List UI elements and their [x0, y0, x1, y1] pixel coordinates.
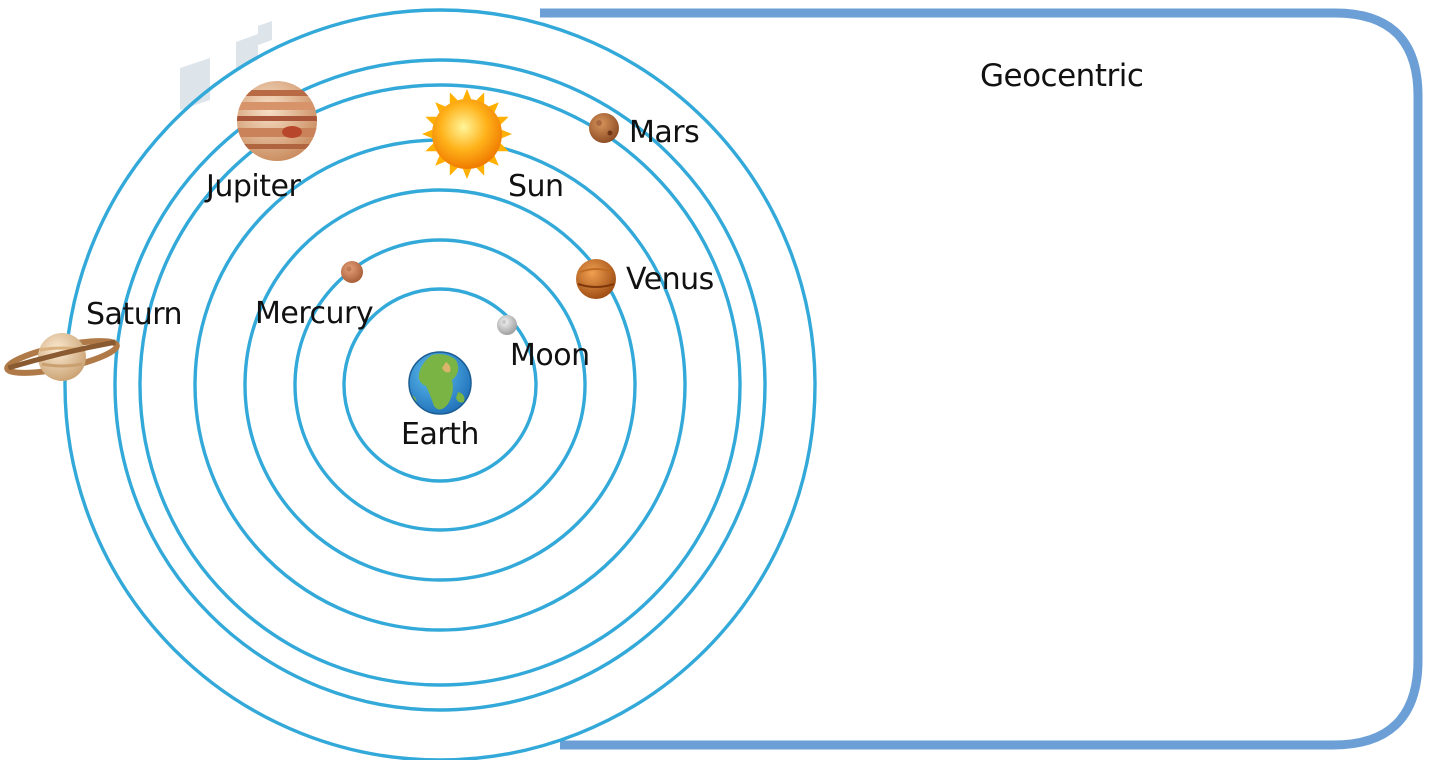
saturn-icon	[4, 333, 120, 381]
sun-ray	[462, 89, 472, 100]
orbit-1	[342, 287, 538, 483]
sun-ray	[462, 168, 472, 179]
sun-ray	[497, 116, 509, 125]
sun-ray	[449, 164, 458, 176]
moon-icon	[497, 315, 517, 335]
sun-icon	[422, 89, 512, 179]
earth-icon	[408, 351, 472, 415]
mercury-icon	[341, 261, 363, 283]
orbit-2	[293, 238, 587, 532]
sun-ray	[425, 143, 437, 152]
label-venus: Venus	[626, 262, 714, 297]
label-sun: Sun	[508, 169, 564, 204]
sun-ray	[476, 92, 485, 104]
label-mercury: Mercury	[255, 296, 373, 331]
label-mars: Mars	[629, 115, 699, 150]
jupiter-icon	[237, 81, 317, 161]
sun-ray	[488, 102, 499, 113]
sun-ray	[449, 92, 458, 104]
sun-ray	[435, 155, 446, 166]
orbit-3	[243, 188, 637, 582]
orbit-7	[63, 8, 817, 760]
sun-ray	[425, 116, 437, 125]
orbit-5	[138, 83, 742, 687]
label-earth: Earth	[401, 417, 479, 452]
sun-ray	[497, 143, 509, 152]
venus-icon	[576, 259, 616, 299]
sun-ray	[501, 129, 512, 139]
sun-ray	[476, 164, 485, 176]
diagram-title: Geocentric	[980, 58, 1143, 94]
sun-ray	[435, 102, 446, 113]
orbit-6	[113, 58, 767, 712]
label-saturn: Saturn	[86, 297, 182, 332]
frame-border	[540, 8, 1423, 750]
sun-ray	[422, 129, 433, 139]
mars-icon	[589, 113, 619, 143]
sun-ray	[488, 155, 499, 166]
label-jupiter: Jupiter	[204, 169, 301, 204]
orbits	[63, 8, 817, 760]
label-moon: Moon	[510, 338, 590, 373]
